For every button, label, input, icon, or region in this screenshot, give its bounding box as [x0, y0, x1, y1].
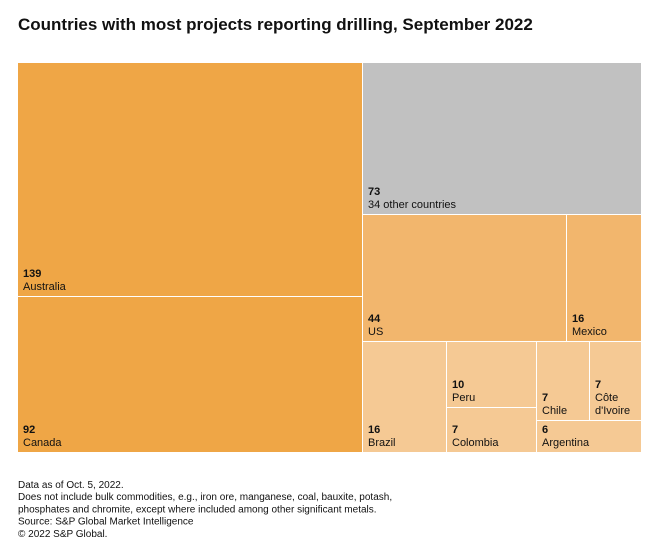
tile-value: 7 [595, 379, 601, 391]
tile [363, 342, 446, 452]
tile [18, 63, 362, 296]
tile [537, 342, 589, 420]
tile-value: 73 [368, 186, 380, 198]
tile-value: 92 [23, 424, 35, 436]
tile-value: 44 [368, 313, 381, 325]
footnote: © 2022 S&P Global. [18, 529, 107, 540]
tile [537, 421, 641, 452]
footnote: Does not include bulk commodities, e.g.,… [18, 492, 392, 503]
tile-label: US [368, 326, 383, 338]
tile [363, 215, 566, 341]
tile [447, 408, 536, 452]
tile [590, 342, 641, 420]
tile-value: 139 [23, 268, 41, 280]
tile [447, 342, 536, 407]
tile-value: 7 [542, 392, 548, 404]
tile-value: 6 [542, 424, 548, 436]
tile-value: 16 [572, 313, 584, 325]
tile-label: Chile [542, 405, 567, 417]
footnote: Source: S&P Global Market Intelligence [18, 517, 194, 528]
tile-label: Mexico [572, 326, 607, 338]
tile-label: Peru [452, 392, 475, 404]
tile-value: 7 [452, 424, 458, 436]
tile-label: Australia [23, 281, 67, 293]
tile-label: Canada [23, 437, 62, 449]
tile [363, 63, 641, 214]
tile-value: 10 [452, 379, 464, 391]
tile-value: 16 [368, 424, 380, 436]
tile [18, 297, 362, 452]
tile-label: Argentina [542, 437, 590, 449]
footnote: phosphates and chromite, except where in… [18, 504, 377, 515]
tile-label: 34 other countries [368, 199, 457, 211]
tile [567, 215, 641, 341]
chart-title: Countries with most projects reporting d… [18, 15, 533, 34]
footnote: Data as of Oct. 5, 2022. [18, 480, 124, 491]
tile-label: Côte d'Ivoire [595, 392, 630, 417]
tile-label: Colombia [452, 437, 499, 449]
tile-label: Brazil [368, 437, 396, 449]
